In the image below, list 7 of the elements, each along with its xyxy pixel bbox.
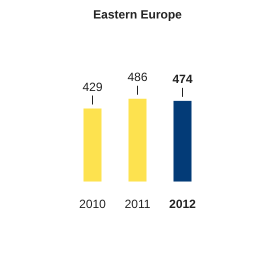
x-tick-label: 2010 [79, 197, 106, 212]
x-tick-label: 2012 [169, 197, 196, 212]
chart-title: Eastern Europe [93, 8, 182, 22]
data-label: 429 [82, 80, 103, 94]
data-label: 486 [127, 70, 148, 84]
x-tick-label: 2011 [124, 197, 151, 212]
data-label: 474 [172, 72, 193, 86]
